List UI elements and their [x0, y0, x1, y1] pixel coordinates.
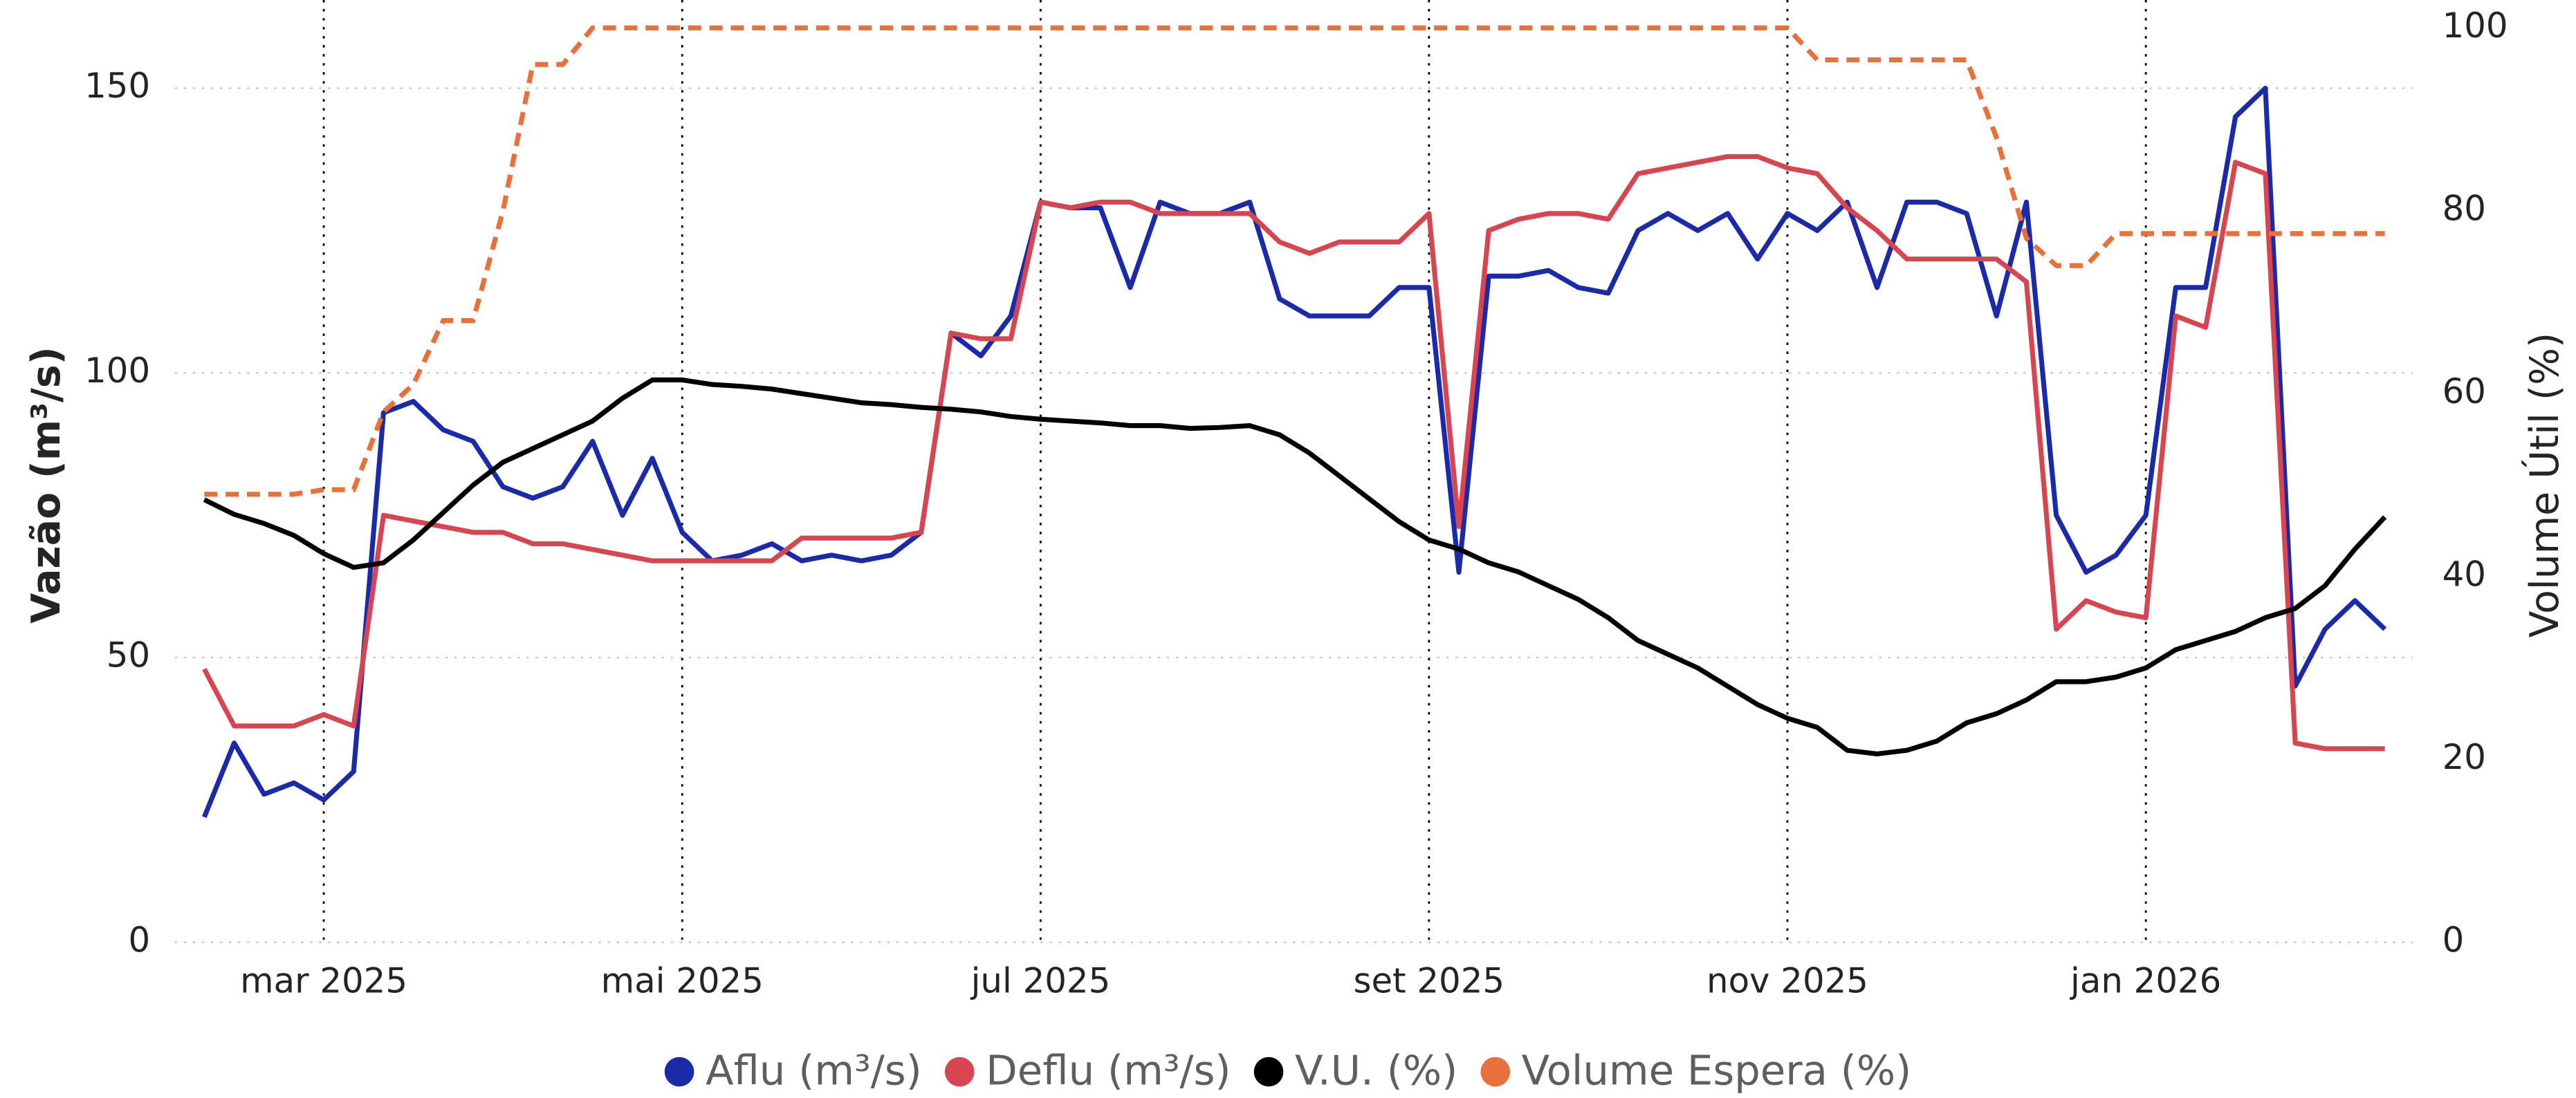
y-tick-label: 100	[84, 351, 150, 391]
legend-label: Volume Espera (%)	[1522, 1047, 1912, 1095]
legend-label: Deflu (m³/s)	[986, 1047, 1231, 1095]
x-tick-label: mar 2025	[240, 961, 407, 1001]
y2-axis-title: Volume Útil (%)	[2521, 333, 2568, 638]
x-tick-label: mai 2025	[601, 961, 764, 1001]
y2-tick-label: 100	[2442, 6, 2508, 46]
x-tick-label: jul 2025	[970, 961, 1111, 1001]
y-tick-label: 50	[107, 635, 150, 676]
legend-marker	[944, 1057, 975, 1087]
legend-label: V.U. (%)	[1295, 1047, 1457, 1095]
legend-label: Aflu (m³/s)	[706, 1047, 922, 1095]
y2-tick-label: 0	[2442, 920, 2465, 960]
y2-tick-label: 40	[2442, 554, 2486, 594]
series-line	[202, 153, 2385, 752]
y2-tick-label: 20	[2442, 737, 2486, 777]
x-tick-label: nov 2025	[1706, 961, 1868, 1001]
legend-marker	[664, 1057, 694, 1087]
y2-tick-label: 80	[2442, 188, 2486, 228]
y-tick-label: 150	[84, 66, 150, 106]
legend-marker	[1480, 1057, 1511, 1087]
series-line	[203, 377, 2387, 756]
series-line	[202, 86, 2387, 818]
series-line	[204, 25, 2385, 497]
x-tick-label: jan 2026	[2070, 961, 2221, 1001]
legend-marker	[1253, 1057, 1284, 1087]
y-axis-title: Vazão (m³/s)	[24, 346, 69, 623]
y2-tick-label: 60	[2442, 371, 2486, 411]
x-tick-label: set 2025	[1354, 961, 1505, 1001]
y-tick-label: 0	[128, 920, 150, 960]
